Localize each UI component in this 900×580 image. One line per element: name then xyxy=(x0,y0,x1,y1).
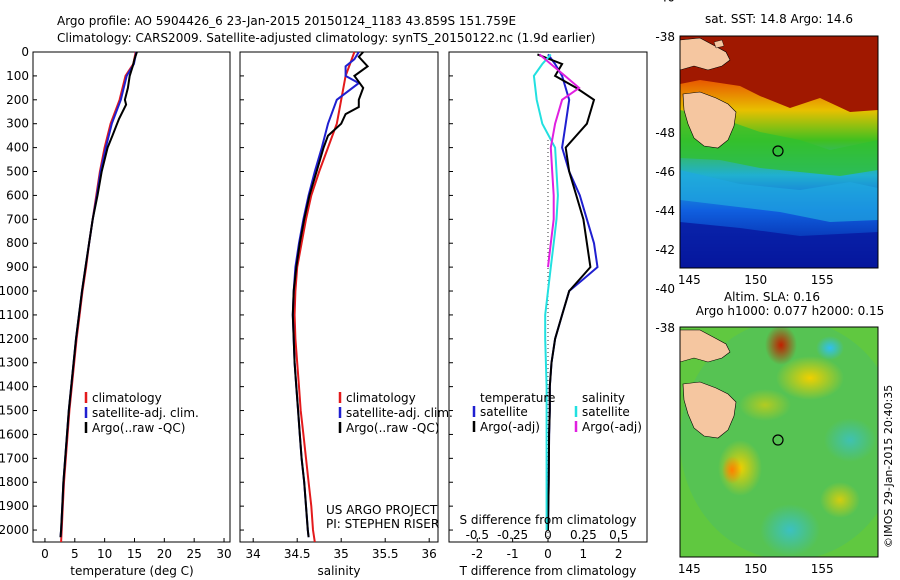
map-y-tick: -40 xyxy=(655,282,675,296)
y-tick-label: 1400 xyxy=(0,380,29,394)
y-tick-label: 1500 xyxy=(0,404,29,418)
x-tick-label: 25 xyxy=(187,547,202,561)
map-y-tick: -40 xyxy=(655,0,675,5)
header-line2: Climatology: CARS2009. Satellite-adjuste… xyxy=(57,31,595,45)
series-line-argo-adj- xyxy=(537,53,596,531)
x-tick-label: 35.5 xyxy=(372,547,399,561)
map-y-tick: -38 xyxy=(655,321,675,335)
header-line1: Argo profile: AO 5904426_6 23-Jan-2015 2… xyxy=(57,14,516,28)
map-y-tick: -42 xyxy=(655,243,675,257)
y-tick-label: 1900 xyxy=(0,499,29,513)
legend-label: Argo(..raw -QC) xyxy=(346,421,439,435)
x-tick-label: 10 xyxy=(97,547,112,561)
map-y-tick: -44 xyxy=(655,204,675,218)
x-tick-label: 1 xyxy=(580,547,588,561)
y-tick-label: 600 xyxy=(6,188,29,202)
y-tick-label: 1800 xyxy=(0,475,29,489)
legend-header-salinity: salinity xyxy=(582,391,625,405)
y-tick-label: 1300 xyxy=(0,356,29,370)
y-tick-label: 300 xyxy=(6,117,29,131)
x-tick-label: 0 xyxy=(41,547,49,561)
legend-label: satellite-adj. clim. xyxy=(346,406,453,420)
difference-panel: -2 -1 0 1 2 -0.5 -0.25 0 0.25 0.5 T difference fr… xyxy=(448,51,648,578)
x-tick-label: 36 xyxy=(422,547,437,561)
legend-label: satellite-adj. clim. xyxy=(92,406,199,420)
x-tick-label: 34.5 xyxy=(284,547,311,561)
legend-label: satellite xyxy=(480,405,528,419)
series-line-argo-raw-qc- xyxy=(291,51,370,538)
series-line-climatology xyxy=(60,51,137,543)
y-tick-label: 1700 xyxy=(0,451,29,465)
y-tick-label: 400 xyxy=(6,141,29,155)
s-diff-tick-label: -0.25 xyxy=(497,528,528,542)
argo-location-marker-2 xyxy=(772,434,784,446)
temperature-panel: 0100200300400500600700800900100011001200… xyxy=(0,45,453,578)
s-diff-tick-label: 0.25 xyxy=(570,528,597,542)
y-tick-label: 200 xyxy=(6,93,29,107)
y-tick-label: 800 xyxy=(6,236,29,250)
x-tick-label: 0 xyxy=(544,547,552,561)
s-diff-tick-label: 0 xyxy=(544,528,552,542)
legend-label: Argo(..raw -QC) xyxy=(92,421,185,435)
t-diff-axis-label: T difference from climatology xyxy=(459,564,637,578)
x-tick-label: 5 xyxy=(71,547,79,561)
series-line-satellite xyxy=(532,53,559,530)
map-y-tick: -48 xyxy=(655,126,675,140)
temperature-axis-label: temperature (deg C) xyxy=(70,564,193,578)
argo-location-marker xyxy=(772,145,784,157)
x-tick-label: -1 xyxy=(507,547,519,561)
s-diff-tick-label: 0.5 xyxy=(609,528,628,542)
map-x-tick: 155 xyxy=(811,273,834,287)
legend-header-temperature: temperature xyxy=(480,391,555,405)
map-y-tick: -38 xyxy=(655,30,675,44)
legend-label: climatology xyxy=(346,391,416,405)
sla-map-title: Altim. SLA: 0.16 xyxy=(724,290,820,304)
series-line-argo-adj- xyxy=(538,53,581,268)
legend-label: satellite xyxy=(582,405,630,419)
map-x-tick: 150 xyxy=(744,273,767,287)
s-diff-axis-label: S difference from climatology xyxy=(460,513,637,527)
sst-map: sat. SST: 14.8 Argo: 14.6 145 150 155 -38 -4… xyxy=(655,0,879,287)
series-line-argo-raw-qc- xyxy=(59,51,138,538)
imos-stamp: ©IMOS 29-Jan-2015 20:40:35 xyxy=(882,385,895,548)
x-tick-label: 2 xyxy=(615,547,623,561)
y-tick-label: 1000 xyxy=(0,284,29,298)
y-tick-label: 100 xyxy=(6,69,29,83)
y-tick-label: 2000 xyxy=(0,523,29,537)
salinity-axis-label: salinity xyxy=(317,564,360,578)
sst-map-title: sat. SST: 14.8 Argo: 14.6 xyxy=(705,12,853,26)
y-tick-label: 1600 xyxy=(0,427,29,441)
salinity-panel: 34 34.5 35 35.5 36 salinity climatologysatel… xyxy=(239,51,453,578)
y-tick-label: 1200 xyxy=(0,332,29,346)
x-tick-label: 20 xyxy=(157,547,172,561)
map-x-tick: 155 xyxy=(811,562,834,576)
legend-label: climatology xyxy=(92,391,162,405)
map-y-tick: -46 xyxy=(655,165,675,179)
legend-label: Argo(-adj) xyxy=(480,420,540,434)
y-tick-label: 900 xyxy=(6,260,29,274)
map-x-tick: 145 xyxy=(678,273,701,287)
y-tick-label: 500 xyxy=(6,165,29,179)
y-tick-label: 0 xyxy=(21,45,29,59)
x-tick-label: 15 xyxy=(127,547,142,561)
map-x-tick: 150 xyxy=(744,562,767,576)
map-x-tick: 145 xyxy=(678,562,701,576)
project-line1: US ARGO PROJECT xyxy=(326,503,438,517)
sla-map: Altim. SLA: 0.16 Argo h1000: 0.077 h2000… xyxy=(655,126,885,576)
project-line2: PI: STEPHEN RISER xyxy=(326,517,439,531)
x-tick-label: 34 xyxy=(246,547,261,561)
y-tick-label: 700 xyxy=(6,212,29,226)
y-tick-label: 1100 xyxy=(0,308,29,322)
x-tick-label: -2 xyxy=(471,547,483,561)
series-line-satellite-adj-clim- xyxy=(59,51,138,538)
legend-label: Argo(-adj) xyxy=(582,420,642,434)
series-line-climatology xyxy=(293,51,356,543)
s-diff-tick-label: -0.5 xyxy=(466,528,489,542)
x-tick-label: 30 xyxy=(216,547,231,561)
x-tick-label: 35 xyxy=(334,547,349,561)
sla-map-subtitle: Argo h1000: 0.077 h2000: 0.15 xyxy=(696,304,885,318)
